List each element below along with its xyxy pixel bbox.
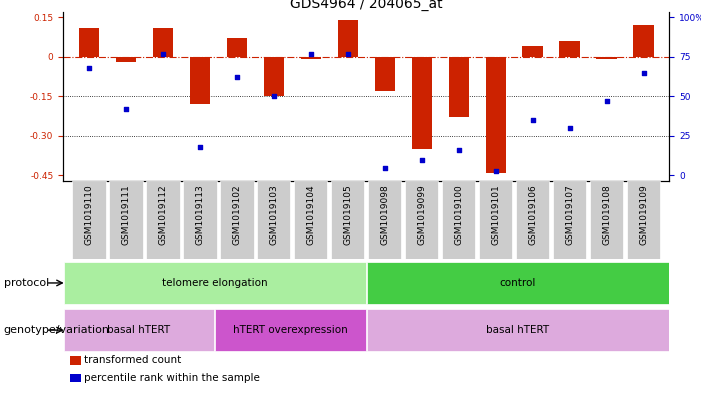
Bar bbox=[449, 57, 469, 118]
Point bbox=[564, 125, 576, 131]
Bar bbox=[79, 28, 99, 57]
Bar bbox=[183, 181, 217, 259]
Bar bbox=[257, 181, 290, 259]
Text: GSM1019106: GSM1019106 bbox=[528, 185, 537, 246]
Text: transformed count: transformed count bbox=[84, 355, 182, 365]
Bar bbox=[226, 38, 247, 57]
Bar bbox=[597, 57, 617, 59]
Point bbox=[379, 164, 390, 171]
Point bbox=[268, 93, 280, 99]
Point bbox=[121, 106, 132, 112]
Bar bbox=[522, 46, 543, 57]
Bar bbox=[220, 181, 254, 259]
Bar bbox=[411, 57, 432, 149]
Text: GSM1019100: GSM1019100 bbox=[454, 185, 463, 246]
Text: GSM1019110: GSM1019110 bbox=[85, 185, 93, 246]
Point bbox=[638, 70, 649, 76]
Bar bbox=[64, 262, 365, 304]
Point bbox=[231, 74, 243, 81]
Point bbox=[490, 167, 501, 174]
Text: GSM1019113: GSM1019113 bbox=[196, 185, 205, 246]
Bar bbox=[294, 181, 327, 259]
Bar bbox=[590, 181, 623, 259]
Point bbox=[453, 147, 464, 153]
Point bbox=[527, 117, 538, 123]
Text: hTERT overexpression: hTERT overexpression bbox=[233, 325, 348, 335]
Bar bbox=[64, 309, 214, 351]
Bar bbox=[331, 181, 365, 259]
Bar bbox=[147, 181, 179, 259]
Point bbox=[601, 98, 612, 104]
Text: GSM1019099: GSM1019099 bbox=[417, 185, 426, 246]
Text: GSM1019103: GSM1019103 bbox=[269, 185, 278, 246]
Text: GSM1019102: GSM1019102 bbox=[232, 185, 241, 245]
Bar bbox=[153, 28, 173, 57]
Text: protocol: protocol bbox=[4, 278, 49, 288]
Bar bbox=[486, 57, 506, 173]
Point bbox=[83, 64, 95, 71]
Bar bbox=[116, 57, 136, 62]
Text: basal hTERT: basal hTERT bbox=[486, 325, 550, 335]
Bar bbox=[368, 181, 402, 259]
Bar bbox=[442, 181, 475, 259]
Point bbox=[157, 50, 168, 57]
Bar bbox=[627, 181, 660, 259]
Bar bbox=[516, 181, 550, 259]
Text: GSM1019101: GSM1019101 bbox=[491, 185, 501, 246]
Bar bbox=[553, 181, 586, 259]
Bar bbox=[215, 309, 365, 351]
Bar bbox=[405, 181, 438, 259]
Text: GSM1019104: GSM1019104 bbox=[306, 185, 315, 245]
Bar bbox=[72, 181, 106, 259]
Text: GSM1019105: GSM1019105 bbox=[343, 185, 353, 246]
Bar bbox=[264, 57, 284, 96]
Text: GSM1019109: GSM1019109 bbox=[639, 185, 648, 246]
Bar bbox=[559, 41, 580, 57]
Title: GDS4964 / 204065_at: GDS4964 / 204065_at bbox=[290, 0, 442, 11]
Text: control: control bbox=[500, 278, 536, 288]
Point bbox=[342, 50, 353, 57]
Bar bbox=[634, 25, 654, 57]
Point bbox=[305, 50, 316, 57]
Point bbox=[416, 156, 428, 163]
Bar bbox=[109, 181, 142, 259]
Bar bbox=[479, 181, 512, 259]
Point bbox=[194, 144, 205, 150]
Bar bbox=[374, 57, 395, 91]
Bar bbox=[338, 20, 358, 57]
Text: telomere elongation: telomere elongation bbox=[162, 278, 268, 288]
Bar bbox=[367, 262, 669, 304]
Text: genotype/variation: genotype/variation bbox=[4, 325, 109, 335]
Text: percentile rank within the sample: percentile rank within the sample bbox=[84, 373, 260, 383]
Text: GSM1019112: GSM1019112 bbox=[158, 185, 168, 245]
Text: GSM1019098: GSM1019098 bbox=[380, 185, 389, 246]
Bar bbox=[367, 309, 669, 351]
Bar bbox=[301, 57, 321, 59]
Bar bbox=[190, 57, 210, 104]
Text: GSM1019111: GSM1019111 bbox=[121, 185, 130, 246]
Text: GSM1019108: GSM1019108 bbox=[602, 185, 611, 246]
Text: GSM1019107: GSM1019107 bbox=[565, 185, 574, 246]
Text: basal hTERT: basal hTERT bbox=[107, 325, 170, 335]
